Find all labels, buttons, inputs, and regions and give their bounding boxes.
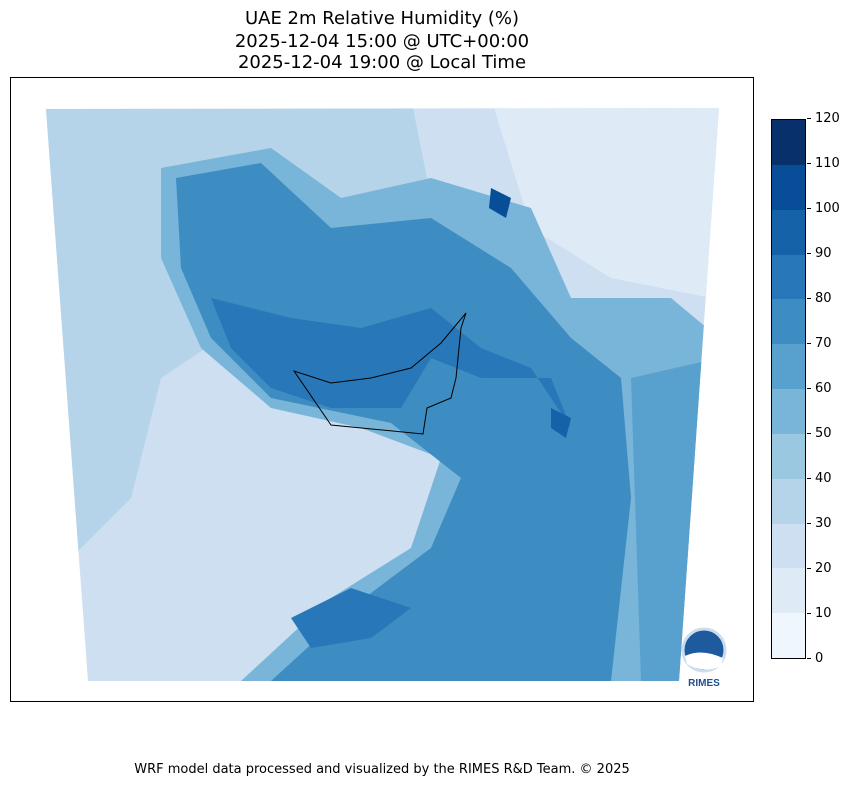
- colorbar-tick-label: 110: [807, 156, 840, 171]
- colorbar-tick-label: 20: [807, 561, 832, 576]
- colorbar-segment: [772, 164, 805, 210]
- colorbar-segment: [772, 209, 805, 255]
- colorbar-segment: [772, 120, 805, 165]
- colorbar-segment: [772, 254, 805, 300]
- colorbar-segment: [772, 389, 805, 434]
- colorbar-tick-label: 80: [807, 291, 832, 306]
- colorbar-segment: [772, 344, 805, 390]
- footer-credit: WRF model data processed and visualized …: [134, 762, 630, 777]
- humidity-map: [46, 108, 719, 681]
- colorbar-segment: [772, 478, 805, 524]
- colorbar-tick-label: 70: [807, 336, 832, 351]
- utc-time: 2025-12-04 15:00 @ UTC+00:00: [234, 31, 530, 52]
- svg-text:RIMES: RIMES: [688, 678, 720, 688]
- colorbar-segment: [772, 299, 805, 345]
- colorbar-tick-label: 100: [807, 201, 840, 216]
- colorbar-tick-label: 0: [807, 651, 823, 666]
- colorbar-tick-label: 60: [807, 381, 832, 396]
- map-axes: [10, 77, 754, 702]
- chart-title: UAE 2m Relative Humidity (%): [244, 8, 520, 29]
- colorbar-segment: [772, 568, 805, 614]
- rimes-logo: RIMES: [681, 626, 727, 689]
- local-time: 2025-12-04 19:00 @ Local Time: [237, 52, 527, 73]
- colorbar-tick-label: 90: [807, 246, 832, 261]
- colorbar-tick-label: 10: [807, 606, 832, 621]
- colorbar-segment: [772, 523, 805, 569]
- colorbar-segment: [772, 613, 805, 658]
- colorbar-tick-label: 40: [807, 471, 832, 486]
- colorbar-segment: [772, 433, 805, 479]
- uae-border: [292, 312, 467, 435]
- colorbar-tick-label: 50: [807, 426, 832, 441]
- colorbar-tick-label: 120: [807, 111, 840, 126]
- colorbar-tick-label: 30: [807, 516, 832, 531]
- colorbar: [771, 119, 806, 659]
